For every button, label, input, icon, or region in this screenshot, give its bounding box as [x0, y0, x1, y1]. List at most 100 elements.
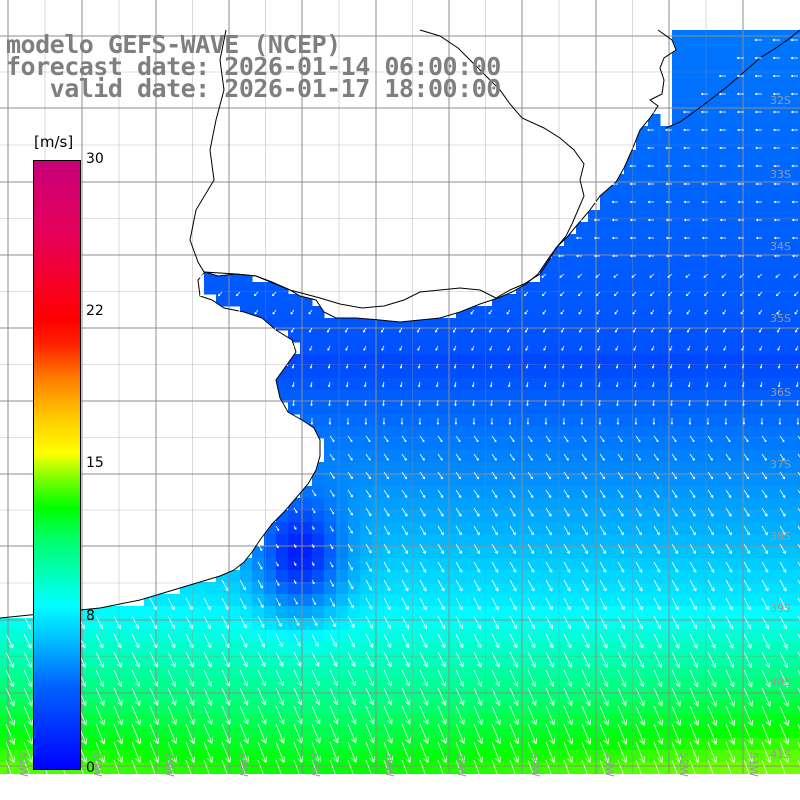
arrow-icon [545, 543, 553, 554]
wind-cell [660, 150, 673, 163]
wind-cell [744, 330, 757, 343]
wind-cell [444, 546, 457, 559]
wind-cell [252, 738, 265, 751]
wind-cell [696, 426, 709, 439]
arrow-icon [671, 651, 680, 668]
wind-cell [456, 474, 469, 487]
wind-cell [660, 642, 673, 655]
arrow-icon [311, 489, 317, 497]
wind-cell [732, 522, 745, 535]
wind-cell [540, 618, 553, 631]
arrow-icon [435, 363, 439, 369]
wind-cell [648, 390, 661, 403]
wind-cell [684, 378, 697, 391]
arrow-icon [754, 56, 762, 60]
wind-cell [756, 318, 769, 331]
arrow-icon [419, 471, 426, 480]
wind-cell [792, 78, 800, 91]
arrow-icon [453, 363, 457, 369]
arrow-icon [737, 182, 744, 186]
arrow-icon [347, 687, 357, 706]
arrow-icon [113, 741, 123, 763]
wind-cell [696, 390, 709, 403]
arrow-icon [581, 669, 591, 687]
arrow-icon [653, 651, 662, 668]
arrow-icon [634, 399, 637, 406]
wind-cell [300, 330, 313, 343]
arrow-icon [743, 597, 751, 611]
arrow-icon [649, 291, 655, 297]
wind-cell [672, 294, 685, 307]
arrow-icon [797, 597, 800, 603]
wind-cell [744, 54, 757, 67]
wind-cell [192, 618, 205, 631]
wind-cell [408, 678, 421, 691]
wind-cell [84, 714, 97, 727]
arrow-icon [95, 615, 103, 630]
wind-cell [768, 330, 781, 343]
wind-cell [780, 270, 793, 283]
wind-cell [624, 246, 637, 259]
wind-cell [396, 402, 409, 415]
arrow-icon [419, 687, 429, 706]
wind-cell [228, 630, 241, 643]
arrow-icon [543, 345, 547, 351]
wind-cell [744, 282, 757, 295]
arrow-icon [5, 759, 15, 781]
wind-cell [528, 534, 541, 547]
arrow-icon [293, 543, 297, 548]
arrow-icon [689, 543, 697, 554]
wind-cell [720, 150, 733, 163]
arrow-icon [506, 327, 511, 333]
wind-cell [612, 222, 625, 235]
wind-cell [12, 726, 25, 739]
arrow-icon [95, 651, 104, 668]
wind-cell [144, 642, 157, 655]
wind-cell [696, 750, 709, 763]
arrow-icon [417, 381, 421, 388]
wind-cell [420, 762, 433, 775]
wind-cell [660, 762, 673, 775]
arrow-icon [275, 741, 285, 763]
wind-cell [84, 702, 97, 715]
wind-cell [636, 606, 649, 619]
arrow-icon [703, 291, 709, 297]
arrow-icon [671, 597, 679, 611]
wind-cell [636, 462, 649, 475]
wind-cell [768, 546, 781, 559]
wind-cell [624, 618, 637, 631]
wind-cell [372, 642, 385, 655]
arrow-icon [761, 759, 771, 781]
wind-cell [552, 714, 565, 727]
wind-cell [708, 762, 721, 775]
wind-cell [552, 762, 565, 775]
wind-cell [192, 678, 205, 691]
wind-cell [324, 690, 337, 703]
arrow-icon [401, 669, 410, 687]
wind-cell [780, 726, 793, 739]
wind-cell [744, 90, 757, 103]
wind-cell [648, 642, 661, 655]
wind-cell [444, 474, 457, 487]
wind-cell [588, 318, 601, 331]
wind-cell [336, 582, 349, 595]
wind-cell [636, 210, 649, 223]
arrow-icon [275, 561, 279, 567]
wind-cell [744, 174, 757, 187]
wind-cell [732, 114, 745, 127]
arrow-icon [509, 597, 517, 611]
wind-cell [180, 738, 193, 751]
wind-cell [624, 390, 637, 403]
wind-cell [444, 414, 457, 427]
wind-cell [600, 366, 613, 379]
wind-cell [684, 342, 697, 355]
arrow-icon [666, 254, 672, 258]
wind-cell [504, 630, 517, 643]
arrow-icon [725, 669, 735, 688]
wind-cell [264, 558, 277, 571]
wind-cell [468, 642, 481, 655]
wind-cell [792, 138, 800, 151]
wind-cell [564, 570, 577, 583]
wind-cell [588, 726, 601, 739]
wind-cell [504, 702, 517, 715]
